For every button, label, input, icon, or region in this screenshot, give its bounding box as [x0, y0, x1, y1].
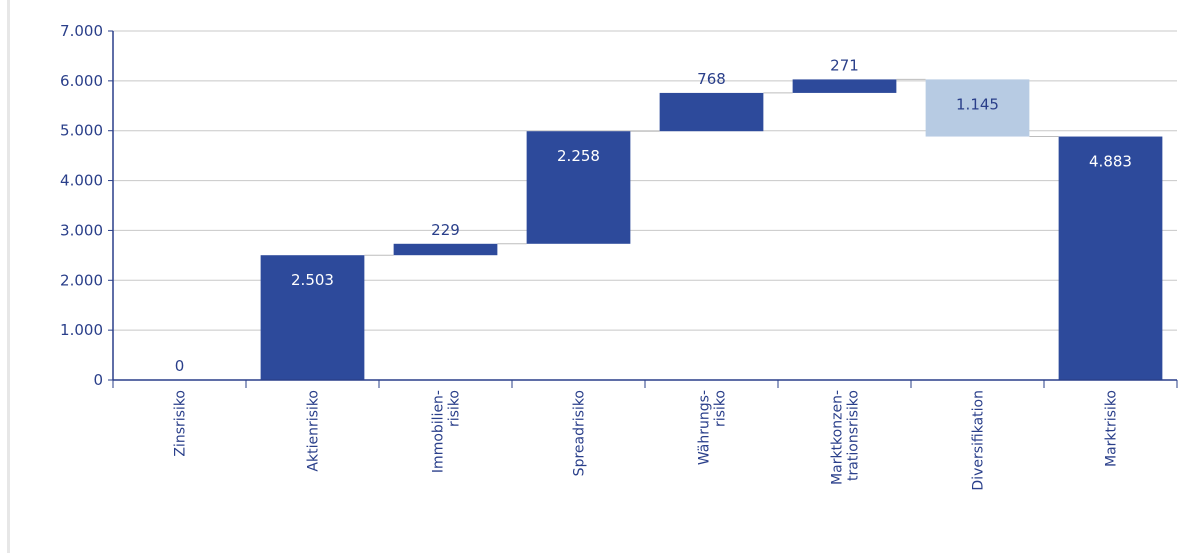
bar-total: [1058, 136, 1163, 380]
y-tick-label: 2.000: [60, 271, 103, 289]
data-label: 768: [697, 70, 726, 88]
y-tick-label: 5.000: [60, 122, 103, 140]
x-tick-label: trationsrisiko: [846, 390, 862, 481]
data-label: 4.883: [1089, 153, 1132, 171]
y-tick-label: 7.000: [60, 22, 103, 40]
y-tick-label: 4.000: [60, 172, 103, 190]
axes: 0 1.000 2.000 3.000 4.000 5.000 6.000 7.000 Zins…: [60, 22, 1178, 491]
data-label: 2.503: [291, 271, 334, 289]
x-tick-label: risiko: [713, 390, 729, 427]
bar-decrease: [925, 79, 1030, 137]
x-tick-label: Währungs-: [697, 390, 713, 465]
bars: [260, 79, 1163, 380]
bar-increase: [792, 79, 897, 93]
x-tick-label: Aktienrisiko: [306, 390, 322, 472]
x-tick-label: Spreadrisiko: [572, 390, 588, 476]
x-tick-label: risiko: [447, 390, 463, 427]
data-label: 229: [431, 221, 460, 239]
x-tick-label: Marktkonzen-: [830, 390, 846, 485]
bar-increase: [659, 92, 764, 132]
x-tick-label: Diversifikation: [971, 390, 987, 491]
y-tick-label: 6.000: [60, 72, 103, 90]
data-labels: 0 2.503 229 2.258 768 271 1.145 4.883: [175, 56, 1132, 375]
x-tick-label: Marktrisiko: [1104, 390, 1120, 467]
data-label: 2.258: [557, 147, 600, 165]
x-tick-label: Immobilien-: [431, 390, 447, 473]
bar-increase: [526, 131, 631, 244]
x-tick-label: Zinsrisiko: [173, 390, 189, 457]
left-border: [7, 0, 10, 553]
bar-increase: [393, 243, 498, 256]
y-tick-label: 3.000: [60, 221, 103, 239]
y-tick-label: 1.000: [60, 321, 103, 339]
y-tick-label: 0: [93, 371, 103, 389]
bar-increase: [260, 255, 365, 380]
data-label: 0: [175, 357, 185, 375]
data-label: 1.145: [956, 95, 999, 113]
data-label: 271: [830, 56, 859, 74]
connectors: [231, 78, 1059, 381]
